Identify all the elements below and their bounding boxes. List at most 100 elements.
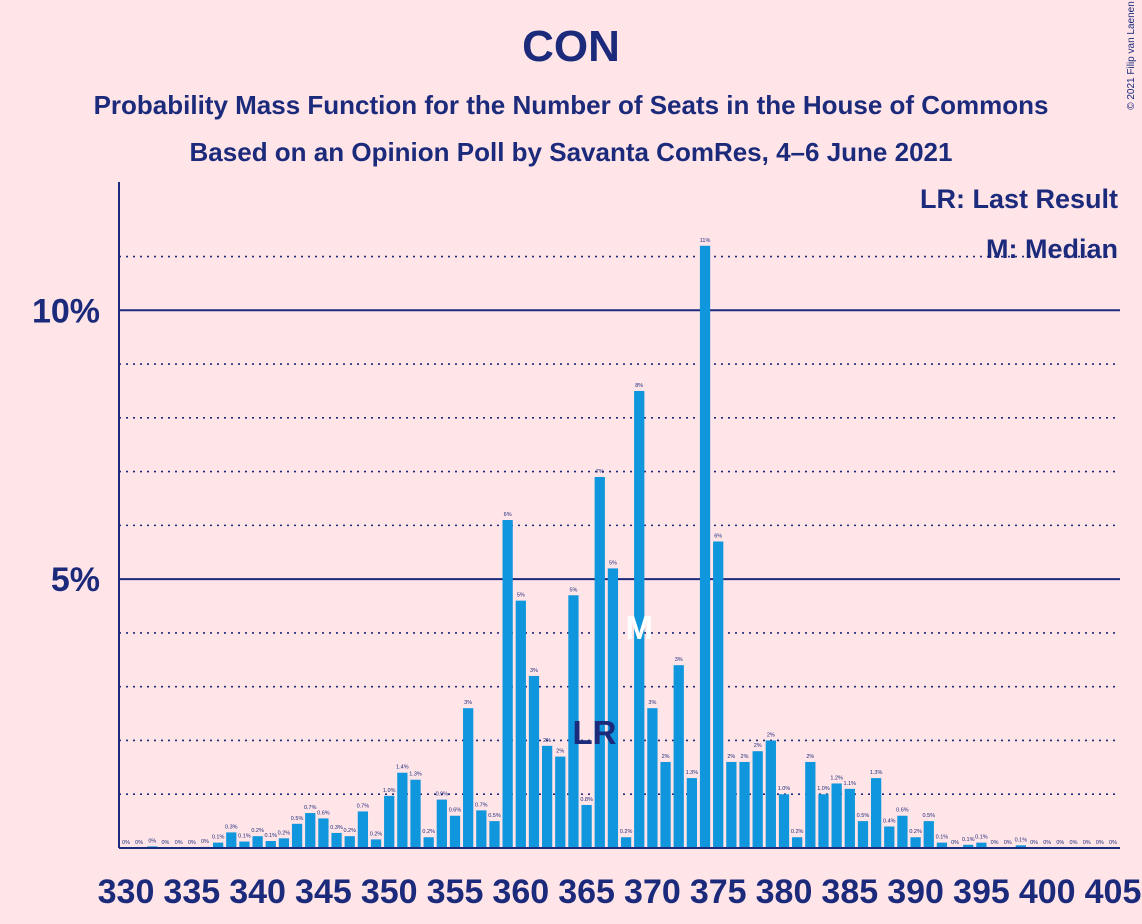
bar-data-label: 0.3%	[225, 824, 238, 830]
bar-data-label: 2%	[662, 754, 670, 760]
bar	[489, 821, 500, 848]
bar	[713, 541, 724, 848]
bar-data-label: 0%	[951, 840, 959, 846]
bar-data-label: 0.1%	[264, 833, 277, 839]
bar-data-label: 0.7%	[304, 805, 317, 811]
bar-data-label: 0.4%	[883, 818, 896, 824]
bar-data-label: 0.1%	[936, 835, 949, 841]
bar-data-labels: 0% 0% 0% 0% 0% 0% 0%0.1%0.3%0.1%0.2%0.1% 0.2%0.…	[122, 238, 1117, 846]
bar-data-label: 0%	[148, 838, 156, 844]
bar-data-label: 0%	[122, 840, 130, 846]
bar-data-label: 5%	[517, 593, 525, 599]
bar-data-label: 0%	[188, 840, 196, 846]
bar-data-label: 0.5%	[488, 813, 501, 819]
bar-data-label: 0%	[1004, 840, 1012, 846]
bar	[436, 799, 447, 848]
bar-data-label: 0.2%	[370, 831, 383, 837]
bar-data-label: 0.1%	[962, 837, 975, 843]
bar	[291, 823, 303, 848]
bar-data-label: 0%	[991, 840, 999, 846]
bar-data-label: 11%	[700, 238, 711, 244]
bar	[581, 804, 592, 848]
bar-data-label: 2%	[727, 754, 735, 760]
bar-data-label: 0.6%	[896, 808, 909, 814]
bar-data-label: 1.0%	[817, 786, 830, 792]
bar-data-label: 0.2%	[422, 829, 435, 835]
bar	[765, 740, 776, 848]
bar	[647, 708, 658, 848]
bar-data-label: 6%	[714, 534, 722, 540]
bar-data-label: 0%	[1056, 840, 1064, 846]
x-tick-label: 380	[756, 873, 813, 911]
bar-data-label: 0%	[1096, 840, 1104, 846]
bar-data-label: 2%	[806, 754, 814, 760]
x-tick-label: 405	[1085, 873, 1142, 911]
bar-data-label: 0%	[1083, 840, 1091, 846]
bar	[212, 842, 224, 848]
bar-data-label: 0.2%	[791, 829, 804, 835]
legend: LR: Last Result M: Median	[920, 184, 1118, 264]
bar-data-label: 0.1%	[975, 835, 988, 841]
bar	[607, 568, 619, 848]
median-marker: M	[625, 609, 653, 646]
bar	[910, 837, 921, 848]
bar	[423, 837, 434, 848]
bar-data-label: 0.7%	[357, 803, 370, 809]
bar	[805, 761, 816, 848]
bar-data-label: 0.6%	[449, 808, 462, 814]
last-result-marker: LR	[572, 714, 616, 751]
bar-data-label: 0.1%	[1015, 837, 1028, 843]
legend-last-result: LR: Last Result	[920, 184, 1118, 214]
bar-data-label: 1.4%	[396, 765, 409, 771]
chart-subtitle: Probability Mass Function for the Number…	[93, 90, 1049, 120]
bar-data-label: 2%	[543, 738, 551, 744]
bar-data-label: 0.6%	[317, 810, 330, 816]
bar	[384, 795, 395, 848]
bar	[555, 756, 566, 848]
bar	[252, 836, 263, 848]
bar	[857, 821, 869, 848]
x-tick-label: 345	[295, 873, 352, 911]
bar-data-label: 6%	[504, 512, 512, 518]
bar	[515, 600, 526, 848]
bar	[594, 476, 605, 848]
bar	[463, 708, 474, 848]
bar-data-label: 0.2%	[620, 829, 633, 835]
bar-data-label: 3%	[648, 700, 656, 706]
bar	[831, 783, 842, 848]
bar-data-label: 0.7%	[475, 802, 488, 808]
bar-data-label: 0.5%	[857, 813, 870, 819]
bar-data-label: 3%	[530, 668, 538, 674]
bar-data-label: 0.1%	[212, 835, 225, 841]
bar-data-label: 1.0%	[778, 786, 791, 792]
bar	[686, 778, 698, 848]
bar	[265, 841, 276, 848]
x-tick-label: 350	[361, 873, 418, 911]
bar	[739, 761, 750, 848]
bar	[726, 761, 737, 848]
bar	[397, 772, 408, 848]
bar	[884, 826, 895, 848]
bar-data-label: 0%	[1030, 840, 1038, 846]
bar	[305, 813, 316, 848]
bar	[923, 821, 934, 848]
bar	[634, 390, 645, 848]
bar	[620, 837, 632, 848]
bar-data-label: 0%	[135, 840, 143, 846]
x-tick-label: 375	[690, 873, 747, 911]
bar	[792, 837, 803, 848]
x-tick-label: 330	[98, 873, 155, 911]
bar-data-label: 0.5%	[291, 816, 304, 822]
chart-subtitle-source: Based on an Opinion Poll by Savanta ComR…	[189, 137, 953, 167]
bar	[410, 779, 421, 848]
bar	[752, 751, 763, 848]
bar	[357, 811, 369, 848]
x-tick-label: 355	[427, 873, 484, 911]
bar	[370, 839, 382, 848]
x-tick-label: 400	[1019, 873, 1076, 911]
bar-data-label: 0%	[1043, 840, 1051, 846]
bar	[897, 815, 908, 848]
bar	[239, 841, 250, 848]
bar-data-label: 3%	[464, 700, 472, 706]
